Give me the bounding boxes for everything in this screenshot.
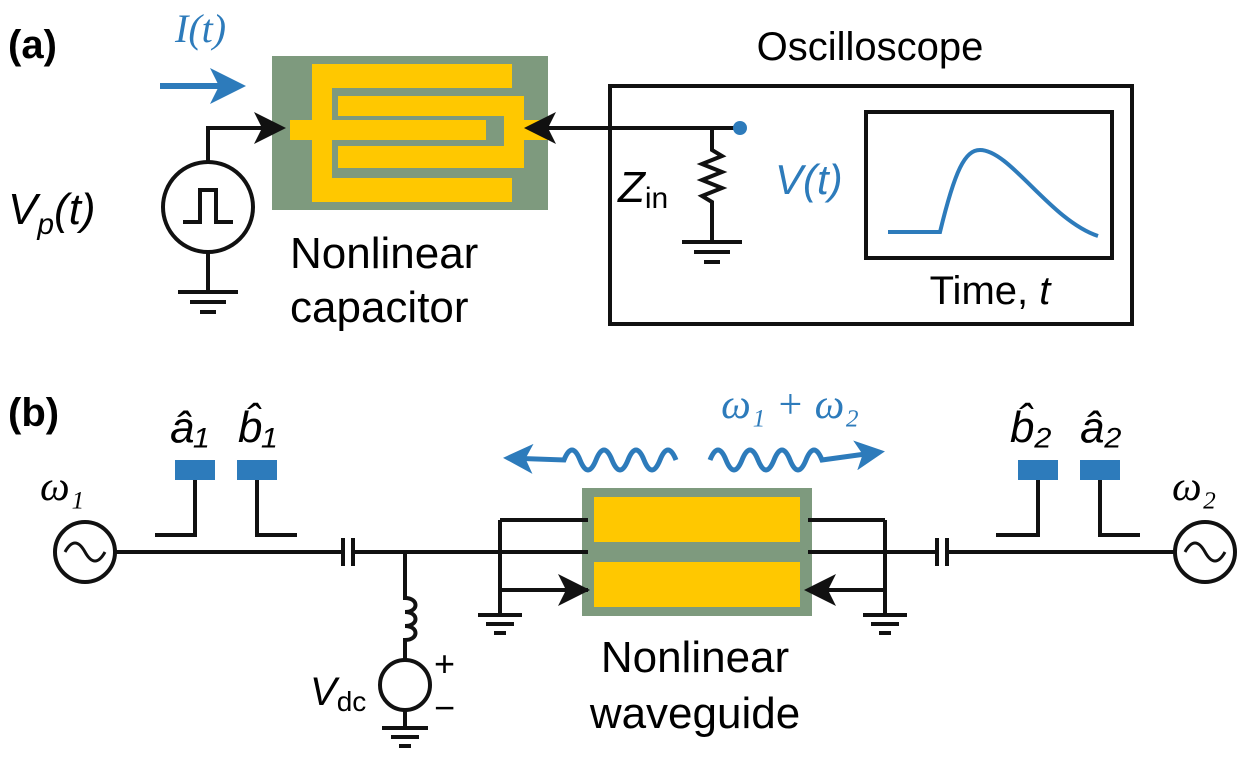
signal-label: V(t) [775,156,843,203]
bias-label: Vdc [310,670,366,717]
pulse-symbol [183,190,233,222]
minus-sign: − [434,687,455,728]
left-feed [500,520,588,615]
port-label: â₂ [1080,403,1121,452]
bias-tee [382,552,428,746]
text: t [1039,269,1052,313]
source-label: Vp(t) [8,185,96,241]
port-label: â₁ [170,403,208,452]
ground [863,615,907,633]
source-label: ω₁ [40,464,84,510]
probe-point [733,121,747,135]
text: in [645,182,668,215]
wave-right [710,450,880,470]
port-label: b̂₁ [238,402,276,452]
wave-left [508,450,676,470]
text: V [310,670,340,714]
plus-sign: + [434,643,455,684]
device-label: waveguide [589,689,800,738]
text: (t) [54,185,96,234]
ground [478,615,522,633]
nonlinear-waveguide [582,488,812,616]
arrows [808,520,885,590]
text: p [36,208,54,241]
panel-label: (b) [8,391,59,435]
source-label: ω₂ [1172,464,1216,510]
panel-label: (a) [8,23,57,67]
ground [178,252,238,312]
current-label: I(t) [174,6,226,51]
text: Z [617,163,647,212]
port-label: b̂₂ [1010,402,1051,452]
pulse-source [163,162,253,252]
wire [208,128,282,162]
arrows [500,520,586,590]
device-label: Nonlinear [601,633,789,682]
waveform [888,150,1098,236]
dc-source [380,660,430,710]
resistor [682,128,742,262]
time-axis-label: Time, t [930,269,1053,313]
sum-frequency-label: ω₁ + ω₂ [721,382,859,428]
device-label: Nonlinear [290,229,478,278]
text: dc [337,686,367,717]
diagram: (a) I(t) Vp(t) Nonlinear capacitor Zin O… [0,0,1248,760]
text: Time, [930,269,1040,313]
text: V [8,185,41,234]
oscilloscope-title: Oscilloscope [757,25,984,69]
device-label: capacitor [290,283,469,332]
impedance-label: Zin [617,163,668,215]
scope-screen [866,112,1112,258]
nonlinear-capacitor [272,56,548,210]
